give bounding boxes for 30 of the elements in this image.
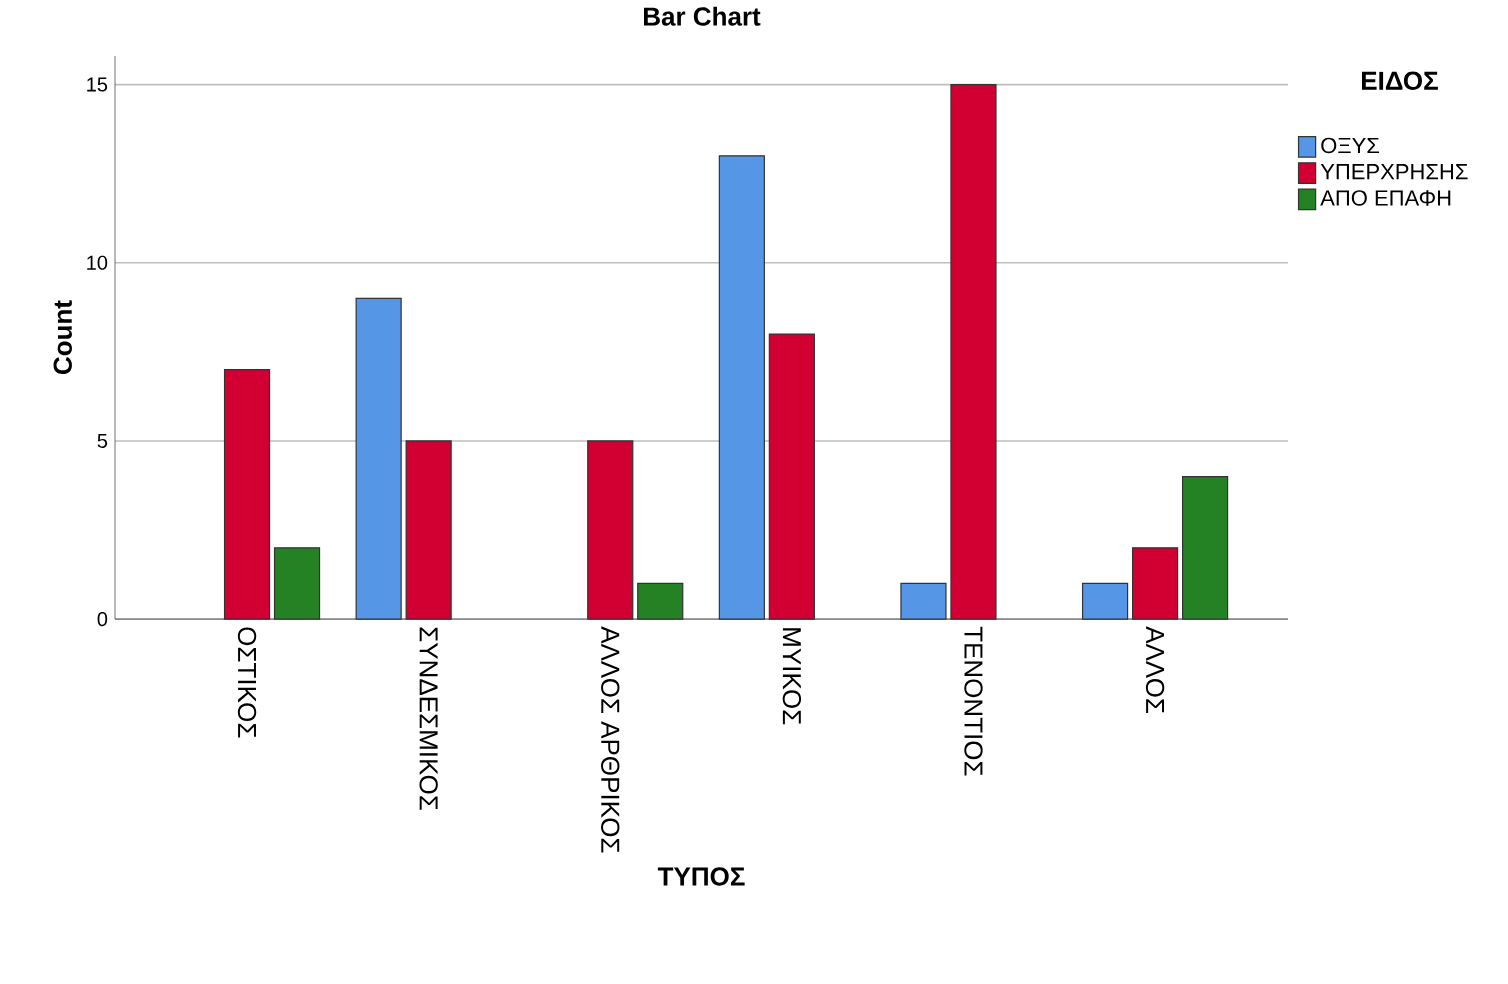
legend-label: ΟΞΥΣ [1321,137,1380,154]
bar [768,333,815,620]
x-tick-label: ΜΥΙΚΟΣ [782,628,802,725]
bar [900,582,947,620]
bar [1081,582,1129,620]
legend-label: ΥΠΕΡΧΡΗΣΗΣ [1320,164,1468,180]
y-tick-label: 15 [87,77,108,92]
x-tick-label: ΟΣΤΙΚΟΣ [237,627,257,738]
x-tick-label: ΑΛΛΟΣ [1145,626,1165,713]
x-axis-title: ΤΥΠΟΣ [657,867,745,886]
bar [718,155,765,620]
y-tick-label: 10 [87,255,108,270]
bar [1131,547,1179,620]
chart-title: Bar Chart [644,6,761,26]
bar [405,440,452,620]
bar [587,440,634,620]
y-tick-label: 0 [97,611,108,627]
bar [637,582,684,620]
bar [273,547,321,620]
y-axis-title: Count [53,300,72,375]
bar [355,297,402,620]
x-tick-label: ΑΛΛΟΣ ΑΡΘΡΙΚΟΣ [601,626,620,853]
bar [950,83,997,620]
x-tick-label: ΤΕΝΟΝΤΙΟΣ [964,626,983,776]
bar [223,369,271,620]
legend-title: ΕΙΔΟΣ [1361,71,1438,90]
bar [1181,475,1229,620]
x-tick-label: ΣΥΝΔΕΣΜΙΚΟΣ [419,627,438,810]
y-tick-label: 5 [97,433,108,448]
legend-label: ΑΠΟ ΕΠΑΦΗ [1320,190,1451,206]
